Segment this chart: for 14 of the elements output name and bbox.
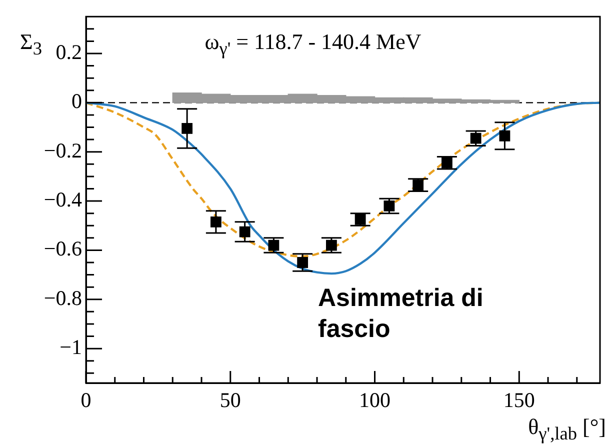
y-tick-label: −0.2 bbox=[44, 138, 82, 162]
x-tick-label: 100 bbox=[359, 388, 391, 412]
text: ω$_{γ'}$ = 118.7 - 140.4 MeV bbox=[204, 28, 422, 59]
y-tick-label: 0 bbox=[72, 89, 82, 114]
x-axis-title: θ$_{γ',lab}$ [°] bbox=[528, 414, 606, 444]
x-tick-label: 150 bbox=[503, 388, 535, 412]
annotation: Asimmetria di fascio bbox=[318, 283, 484, 345]
y-tick-label: −1 bbox=[60, 335, 82, 360]
y-tick-label: −0.4 bbox=[44, 188, 82, 212]
y-tick-label: 0.2 bbox=[56, 40, 82, 64]
x-tick-label: 50 bbox=[220, 388, 241, 412]
y-axis-title: Σ$_{3}$ bbox=[20, 28, 42, 59]
y-tick-label: −0.6 bbox=[44, 236, 82, 261]
y-tick-label: −0.8 bbox=[44, 286, 82, 310]
